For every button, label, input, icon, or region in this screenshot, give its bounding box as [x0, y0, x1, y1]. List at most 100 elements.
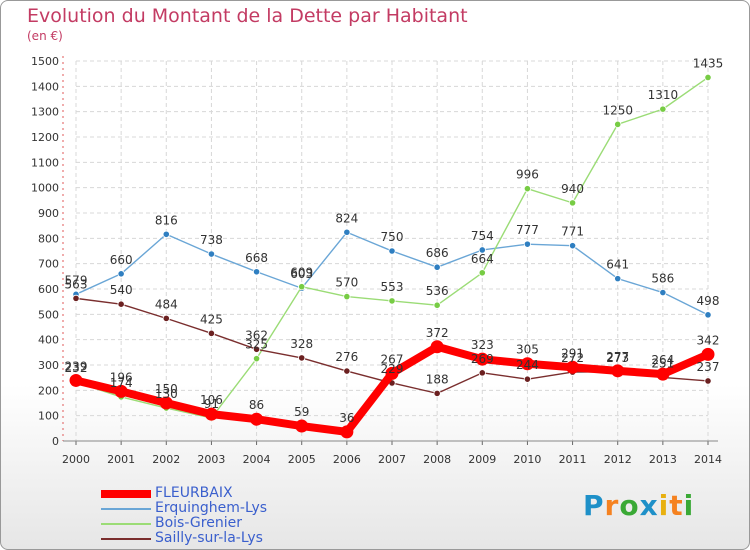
data-point-bois-grenier [568, 199, 577, 207]
data-label: 106 [200, 393, 223, 407]
legend-item: FLEURBAIX [101, 485, 401, 502]
data-point-bois-grenier [388, 297, 396, 305]
data-label: 239 [65, 359, 88, 373]
data-point-fleurbaix [385, 366, 399, 380]
data-label: 325 [245, 338, 268, 352]
y-tick-label: 500 [38, 308, 59, 321]
data-label: 536 [426, 284, 449, 298]
data-label: 1250 [602, 103, 633, 117]
data-point-sailly-sur-la-lys [298, 354, 306, 362]
legend-label: Erquinghem-Lys [155, 500, 268, 516]
y-tick-label: 700 [38, 258, 59, 271]
y-tick-label: 600 [38, 283, 59, 296]
data-label: 668 [245, 251, 268, 265]
data-point-fleurbaix [114, 384, 128, 398]
data-point-bois-grenier [298, 283, 306, 291]
legend-swatch [101, 508, 151, 510]
data-point-erquinghem-lys [478, 246, 486, 254]
legend-item: Bois-Grenier [101, 515, 401, 532]
logo-letter: r [604, 489, 620, 522]
x-tick-label: 2011 [559, 453, 587, 466]
x-tick-label: 2006 [333, 453, 361, 466]
data-label: 150 [155, 382, 178, 396]
data-point-erquinghem-lys [388, 247, 396, 255]
legend-item: Sailly-sur-la-Lys [101, 530, 401, 547]
data-label: 372 [426, 326, 449, 340]
data-point-fleurbaix [611, 364, 625, 378]
data-label: 816 [155, 213, 178, 227]
data-point-erquinghem-lys [659, 288, 667, 297]
data-label: 196 [110, 370, 133, 384]
data-point-erquinghem-lys [252, 268, 261, 276]
x-tick-label: 2005 [288, 453, 316, 466]
logo-letter: o [619, 489, 640, 522]
data-point-bois-grenier [478, 269, 486, 277]
x-tick-label: 2004 [243, 453, 271, 466]
legend-label: Sailly-sur-la-Lys [155, 530, 263, 546]
data-label: 738 [200, 233, 223, 247]
y-tick-label: 1100 [31, 156, 59, 169]
x-tick-label: 2009 [468, 453, 496, 466]
data-label: 130 [155, 387, 178, 401]
x-tick-label: 2012 [604, 453, 632, 466]
data-point-sailly-sur-la-lys [343, 367, 351, 375]
data-label: 269 [471, 352, 494, 366]
data-label: 342 [697, 333, 720, 347]
data-label: 59 [294, 405, 309, 419]
data-label: 484 [155, 297, 178, 311]
data-point-bois-grenier [252, 355, 261, 363]
x-tick-label: 2014 [694, 453, 722, 466]
data-label: 824 [335, 211, 358, 225]
y-tick-label: 1400 [31, 80, 59, 93]
data-label: 641 [606, 258, 629, 272]
data-label: 305 [516, 343, 539, 357]
data-point-fleurbaix [520, 357, 534, 371]
data-label: 579 [65, 273, 88, 287]
data-point-fleurbaix [566, 360, 580, 374]
data-point-sailly-sur-la-lys [478, 369, 486, 377]
data-point-sailly-sur-la-lys [704, 377, 712, 385]
y-tick-label: 1000 [31, 182, 59, 195]
data-label: 686 [426, 246, 449, 260]
data-point-fleurbaix [159, 396, 173, 410]
data-label: 277 [606, 350, 629, 364]
data-label: 272 [561, 351, 584, 365]
data-point-fleurbaix [295, 419, 309, 433]
data-point-erquinghem-lys [207, 250, 216, 258]
data-point-fleurbaix [475, 352, 489, 366]
data-label: 777 [516, 223, 539, 237]
y-tick-label: 900 [38, 207, 59, 220]
data-label: 232 [65, 361, 88, 375]
y-tick-label: 1200 [31, 131, 59, 144]
data-label: 229 [381, 362, 404, 376]
data-label: 273 [606, 351, 629, 365]
data-label: 1310 [648, 88, 679, 102]
data-label: 553 [381, 280, 404, 294]
data-label: 36 [339, 411, 354, 425]
data-label: 940 [561, 182, 584, 196]
data-label: 603 [290, 267, 313, 281]
data-label: 563 [65, 277, 88, 291]
data-point-erquinghem-lys [117, 270, 125, 278]
y-tick-label: 300 [38, 359, 59, 372]
y-tick-label: 800 [38, 232, 59, 245]
data-point-sailly-sur-la-lys [523, 375, 532, 383]
data-label: 244 [516, 358, 539, 372]
legend-swatch [101, 523, 151, 525]
logo-letter: i [683, 489, 695, 522]
data-point-bois-grenier [704, 73, 712, 82]
legend-swatch [101, 538, 151, 540]
data-point-fleurbaix [250, 412, 264, 426]
data-label: 276 [335, 350, 358, 364]
data-label: 362 [245, 328, 268, 342]
data-point-fleurbaix [204, 407, 218, 421]
data-label: 251 [651, 356, 674, 370]
legend-label: Bois-Grenier [155, 515, 242, 531]
data-label: 328 [290, 337, 313, 351]
data-label: 754 [471, 229, 494, 243]
data-point-erquinghem-lys [614, 275, 622, 283]
data-label: 609 [290, 266, 313, 280]
data-point-fleurbaix [340, 425, 354, 439]
